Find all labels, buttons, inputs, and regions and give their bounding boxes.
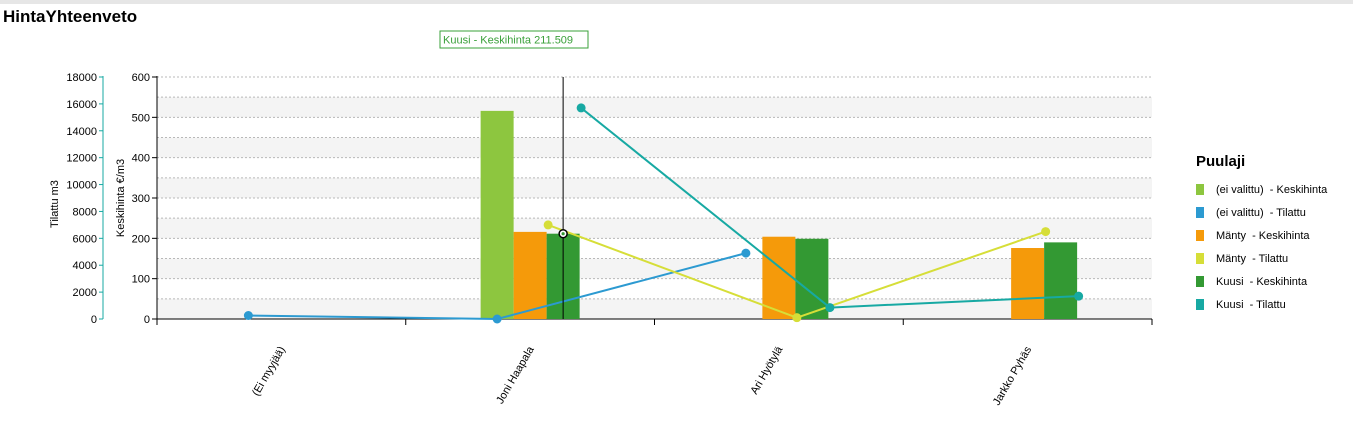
series-point [1074, 291, 1084, 301]
tooltip-text: Kuusi - Keskihinta 211.509 [443, 35, 573, 47]
legend-label: (ei valittu) - Keskihinta [1216, 183, 1328, 196]
inner-y-tick-label: 500 [132, 112, 150, 124]
legend-swatch [1196, 184, 1204, 195]
plot-band [157, 258, 1152, 279]
legend-item: Kuusi - Keskihinta [1196, 270, 1346, 293]
plot-band [157, 97, 1152, 118]
hover-point-dot [561, 232, 565, 236]
series-point [492, 314, 502, 324]
bar [513, 231, 547, 319]
x-tick-label: Ari Hyötylä [748, 344, 785, 397]
outer-y-tick-label: 18000 [66, 72, 97, 84]
outer-y-axis-title: Tilattu m3 [49, 180, 61, 228]
legend-items: (ei valittu) - Keskihinta (ei valittu) - … [1196, 178, 1346, 316]
outer-y-tick-label: 6000 [73, 233, 97, 245]
plot-band [157, 218, 1152, 239]
page-title: HintaYhteenveto [3, 7, 138, 26]
legend-item: Kuusi - Tilattu [1196, 293, 1346, 316]
inner-y-tick-label: 400 [132, 153, 150, 165]
legend-label: Mänty - Tilattu [1216, 252, 1289, 265]
series-point [741, 248, 751, 258]
legend-title: Puulaji [1196, 153, 1246, 170]
series-point [543, 220, 553, 230]
legend-swatch [1196, 299, 1204, 310]
series-point [792, 313, 802, 323]
legend-swatch [1196, 276, 1204, 287]
bar [795, 238, 829, 319]
inner-y-tick-label: 200 [132, 233, 150, 245]
bar [762, 236, 796, 319]
bar [1011, 248, 1045, 319]
legend-item: (ei valittu) - Tilattu [1196, 201, 1346, 224]
legend-label: Mänty - Keskihinta [1216, 229, 1310, 242]
top-strip [0, 0, 1353, 4]
legend-item: Mänty - Tilattu [1196, 247, 1346, 270]
legend-item: (ei valittu) - Keskihinta [1196, 178, 1346, 201]
x-tick-label: Joni Haapala [494, 344, 537, 406]
x-tick-label: (Ei myyjää) [250, 345, 288, 399]
inner-y-axis-title: Keskihinta €/m3 [115, 159, 127, 237]
bar [1044, 242, 1078, 319]
outer-y-tick-label: 4000 [73, 260, 97, 272]
series-point [243, 311, 253, 321]
series-point [576, 103, 586, 113]
series-point [825, 303, 835, 313]
legend-swatch [1196, 253, 1204, 264]
legend-swatch [1196, 230, 1204, 241]
tooltip-box [439, 30, 589, 49]
outer-y-tick-label: 10000 [66, 180, 97, 192]
legend-swatch [1196, 207, 1204, 218]
legend-label: (ei valittu) - Tilattu [1216, 206, 1306, 219]
outer-y-tick-label: 14000 [66, 126, 97, 138]
outer-y-tick-label: 12000 [66, 153, 97, 165]
outer-y-tick-label: 16000 [66, 99, 97, 111]
plot-band [157, 177, 1152, 198]
inner-y-tick-label: 300 [132, 193, 150, 205]
inner-y-tick-label: 100 [132, 274, 150, 286]
series-point [1041, 227, 1051, 237]
inner-y-tick-label: 600 [132, 72, 150, 84]
bar [480, 110, 514, 319]
legend-label: Kuusi - Keskihinta [1216, 275, 1308, 288]
legend-item: Mänty - Keskihinta [1196, 224, 1346, 247]
outer-y-tick-label: 2000 [73, 287, 97, 299]
legend-label: Kuusi - Tilattu [1216, 298, 1286, 311]
outer-y-tick-label: 8000 [73, 206, 97, 218]
legend: Puulaji (ei valittu) - Keskihinta (ei val… [1196, 153, 1346, 316]
x-tick-label: Jarkko Pyhäs [991, 344, 1035, 408]
inner-y-tick-label: 0 [144, 314, 150, 326]
outer-y-tick-label: 0 [91, 314, 97, 326]
plot-band [157, 137, 1152, 158]
